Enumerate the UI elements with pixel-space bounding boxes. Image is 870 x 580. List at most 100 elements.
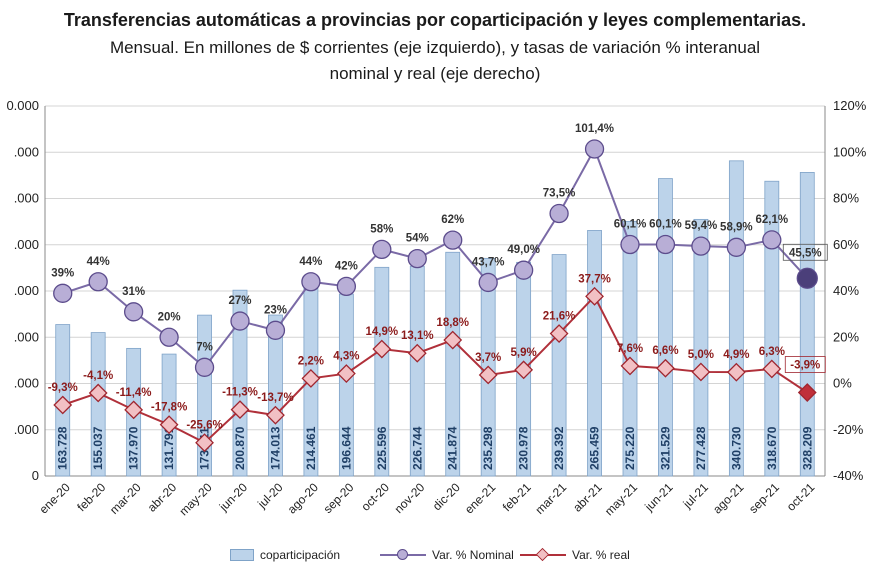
right-axis-tick-label: 100% bbox=[833, 144, 867, 159]
legend-item-coparticipacion: coparticipación bbox=[230, 548, 340, 562]
real-marker bbox=[478, 365, 498, 385]
nominal-value-label: 31% bbox=[122, 286, 145, 298]
nominal-marker bbox=[407, 248, 427, 269]
real-marker bbox=[797, 383, 817, 402]
bar-coparticipacion bbox=[374, 266, 390, 477]
right-axis-tick-label: 80% bbox=[833, 191, 859, 206]
bar-value-label: 137.970 bbox=[127, 426, 141, 470]
nominal-marker bbox=[265, 320, 286, 340]
bar-coparticipacion bbox=[161, 353, 177, 477]
real-value-label: 7,6% bbox=[617, 343, 643, 355]
legend-swatch-nominal bbox=[380, 548, 426, 562]
real-last-label-box bbox=[784, 356, 826, 373]
real-marker bbox=[656, 358, 675, 378]
nominal-value-label: 20% bbox=[158, 311, 181, 323]
bar-value-label: 225.596 bbox=[375, 426, 389, 470]
bar-coparticipacion bbox=[197, 314, 212, 477]
real-marker bbox=[124, 400, 144, 420]
right-axis-tick-label: 60% bbox=[833, 237, 859, 252]
nominal-marker bbox=[194, 357, 215, 377]
bar-coparticipacion bbox=[90, 332, 106, 477]
left-axis-tick-label: .000 bbox=[14, 283, 39, 298]
bar-value-label: 131.791 bbox=[162, 426, 176, 470]
nominal-value-label: 49,0% bbox=[507, 244, 540, 256]
x-tick-label: jul-21 bbox=[680, 480, 712, 512]
bar-value-label: 214.461 bbox=[304, 426, 318, 470]
real-marker bbox=[691, 362, 711, 382]
nominal-value-label: 101,4% bbox=[575, 123, 614, 135]
real-marker bbox=[230, 400, 250, 420]
real-value-label: -3,9% bbox=[790, 360, 820, 372]
legend-item-nominal: Var. % Nominal bbox=[380, 548, 514, 562]
real-value-label: -11,3% bbox=[222, 387, 258, 399]
bar-coparticipacion bbox=[799, 172, 815, 477]
right-axis-tick-label: -20% bbox=[833, 422, 864, 437]
real-value-label: -25,6% bbox=[186, 420, 222, 432]
bar-value-label: 235.298 bbox=[481, 426, 495, 470]
nominal-marker bbox=[796, 267, 818, 289]
x-tick-label: abr-21 bbox=[570, 480, 605, 515]
x-tick-label: sep-21 bbox=[746, 480, 782, 516]
nominal-value-label: 27% bbox=[228, 295, 251, 307]
real-value-label: 21,6% bbox=[543, 311, 576, 323]
nominal-value-label: 23% bbox=[264, 304, 287, 316]
nominal-value-label: 44% bbox=[299, 256, 322, 268]
left-axis-tick-label: .000 bbox=[14, 191, 39, 206]
x-tick-label: ene-21 bbox=[462, 480, 499, 517]
nominal-value-label: 39% bbox=[51, 267, 74, 279]
x-tick-label: nov-20 bbox=[392, 480, 428, 516]
nominal-value-label: 62,1% bbox=[756, 214, 789, 226]
nominal-value-label: 58,9% bbox=[720, 221, 753, 233]
left-axis-tick-label: .000 bbox=[14, 422, 39, 437]
nominal-last-label-box bbox=[782, 243, 828, 261]
bar-value-label: 155.037 bbox=[91, 426, 105, 470]
nominal-value-label: 60,1% bbox=[614, 219, 647, 231]
bar-value-label: 328.209 bbox=[800, 426, 814, 470]
x-tick-label: may-20 bbox=[176, 480, 214, 518]
nominal-marker bbox=[123, 302, 144, 322]
legend-label-nominal: Var. % Nominal bbox=[432, 548, 514, 562]
x-tick-label: mar-21 bbox=[532, 480, 569, 517]
real-value-label: 6,3% bbox=[759, 346, 785, 358]
nominal-line bbox=[62, 146, 809, 369]
nominal-marker bbox=[584, 139, 605, 159]
right-axis-tick-label: 0% bbox=[833, 376, 852, 391]
nominal-value-label: 43,7% bbox=[472, 256, 505, 268]
real-line bbox=[62, 294, 808, 444]
real-marker bbox=[726, 362, 746, 382]
right-axis-tick-label: 40% bbox=[833, 283, 859, 298]
left-axis-tick-label: .000 bbox=[14, 329, 39, 344]
nominal-marker bbox=[549, 203, 569, 224]
nominal-value-label: 58% bbox=[370, 223, 393, 235]
nominal-marker bbox=[443, 230, 463, 250]
bar-value-label: 340.730 bbox=[729, 426, 743, 470]
bar-value-label: 265.459 bbox=[588, 426, 602, 470]
nominal-marker bbox=[88, 272, 108, 292]
nominal-value-label: 62% bbox=[441, 214, 464, 226]
real-value-label: 2,2% bbox=[298, 355, 324, 367]
right-axis-tick-label: -40% bbox=[833, 468, 864, 483]
real-value-label: 3,7% bbox=[475, 352, 501, 364]
nominal-marker bbox=[53, 283, 73, 303]
x-tick-label: ago-20 bbox=[285, 480, 322, 517]
bar-value-label: 196.644 bbox=[339, 426, 353, 470]
x-tick-label: oct-20 bbox=[358, 480, 392, 514]
real-marker bbox=[195, 433, 214, 453]
real-marker bbox=[443, 330, 463, 350]
chart-subtitle-line1: Mensual. En millones de $ corrientes (ej… bbox=[109, 38, 761, 57]
nominal-value-label: 73,5% bbox=[543, 188, 576, 200]
nominal-marker bbox=[655, 234, 676, 255]
nominal-value-label: 45,5% bbox=[789, 247, 822, 259]
real-value-label: -9,3% bbox=[48, 382, 78, 394]
x-tick-label: abr-20 bbox=[145, 480, 180, 515]
x-tick-label: dic-20 bbox=[430, 480, 463, 513]
real-value-label: 4,3% bbox=[333, 351, 359, 363]
x-tick-label: sep-20 bbox=[321, 480, 357, 516]
nominal-marker bbox=[336, 276, 357, 297]
x-tick-label: jun-20 bbox=[216, 480, 250, 514]
nominal-value-label: 42% bbox=[335, 260, 358, 272]
chart-legend: coparticipación Var. % Nominal Var. % re… bbox=[0, 547, 870, 568]
real-value-label: -4,1% bbox=[83, 370, 113, 382]
real-value-label: 5,0% bbox=[688, 349, 714, 361]
